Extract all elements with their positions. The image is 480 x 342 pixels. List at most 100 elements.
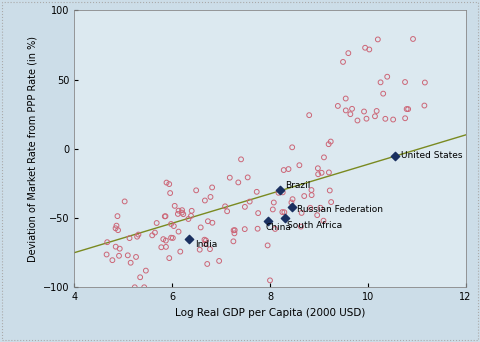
Point <box>115 253 123 259</box>
Text: India: India <box>195 240 217 249</box>
Point <box>202 238 210 243</box>
Point <box>401 116 409 121</box>
Point <box>103 252 110 257</box>
Point <box>253 189 261 195</box>
Y-axis label: Deviation of Market Rate from PPP Rate (in %): Deviation of Market Rate from PPP Rate (… <box>27 36 37 262</box>
Point <box>231 227 239 233</box>
Text: South Africa: South Africa <box>287 221 342 230</box>
Point <box>246 199 253 204</box>
Point <box>204 261 211 267</box>
Point <box>126 235 133 241</box>
Point <box>308 187 315 193</box>
Point <box>305 113 313 118</box>
Point <box>374 37 382 42</box>
Point <box>237 157 245 162</box>
Point <box>285 166 292 172</box>
Point <box>201 198 209 203</box>
Point <box>334 103 342 109</box>
Point <box>185 236 193 241</box>
Point <box>276 187 284 193</box>
Point <box>314 166 322 171</box>
Point <box>184 216 192 222</box>
Point <box>279 189 287 195</box>
Point <box>371 114 379 119</box>
Point <box>281 215 288 221</box>
Point <box>131 285 139 290</box>
Point <box>254 226 262 232</box>
Point <box>313 212 321 218</box>
Point <box>288 196 296 202</box>
Point <box>234 180 242 185</box>
Point <box>188 208 195 213</box>
Point <box>360 109 368 114</box>
Point <box>142 268 150 273</box>
Point <box>325 142 333 147</box>
Point <box>124 253 132 258</box>
Point <box>175 229 182 234</box>
Point <box>174 211 182 217</box>
Text: United States: United States <box>401 152 462 160</box>
Point <box>121 199 129 204</box>
Point <box>229 239 237 244</box>
Point <box>223 209 231 214</box>
Point <box>421 80 429 85</box>
Point <box>208 220 216 225</box>
Point <box>271 226 279 232</box>
Point <box>206 246 214 252</box>
Point <box>347 111 354 117</box>
X-axis label: Log Real GDP per Capita (2000 USD): Log Real GDP per Capita (2000 USD) <box>175 308 365 318</box>
Point <box>197 225 204 230</box>
Point <box>384 74 391 79</box>
Point <box>167 235 175 240</box>
Point <box>151 230 159 235</box>
Text: Brazil: Brazil <box>285 181 310 189</box>
Point <box>178 210 186 215</box>
Point <box>254 210 262 216</box>
Point <box>314 171 322 177</box>
Point <box>296 162 303 168</box>
Point <box>161 214 168 219</box>
Point <box>404 106 412 112</box>
Point <box>133 234 141 239</box>
Point <box>226 175 234 181</box>
Point <box>345 50 352 56</box>
Point <box>339 59 347 65</box>
Point <box>148 233 156 238</box>
Point <box>401 79 409 85</box>
Point <box>136 275 144 280</box>
Point <box>103 239 111 245</box>
Point <box>365 47 373 52</box>
Point <box>264 218 271 224</box>
Point <box>278 209 286 215</box>
Point <box>244 175 252 180</box>
Point <box>288 200 295 205</box>
Point <box>108 258 116 263</box>
Point <box>153 220 160 226</box>
Point <box>379 91 387 96</box>
Point <box>306 205 314 211</box>
Point <box>216 258 223 264</box>
Point <box>180 211 187 217</box>
Point <box>325 170 333 175</box>
Point <box>320 218 327 223</box>
Point <box>342 96 349 101</box>
Point <box>157 245 165 250</box>
Point <box>127 260 134 265</box>
Point <box>162 244 170 250</box>
Point <box>170 223 178 229</box>
Point <box>204 219 212 224</box>
Point <box>266 278 274 283</box>
Point <box>201 237 208 242</box>
Point <box>134 232 142 237</box>
Point <box>382 116 389 121</box>
Point <box>264 243 272 248</box>
Point <box>241 226 249 232</box>
Point <box>320 155 328 160</box>
Point <box>207 194 215 200</box>
Point <box>208 185 216 190</box>
Point <box>327 199 335 205</box>
Point <box>389 117 397 122</box>
Point <box>171 203 179 209</box>
Point <box>275 190 282 196</box>
Point <box>409 36 417 42</box>
